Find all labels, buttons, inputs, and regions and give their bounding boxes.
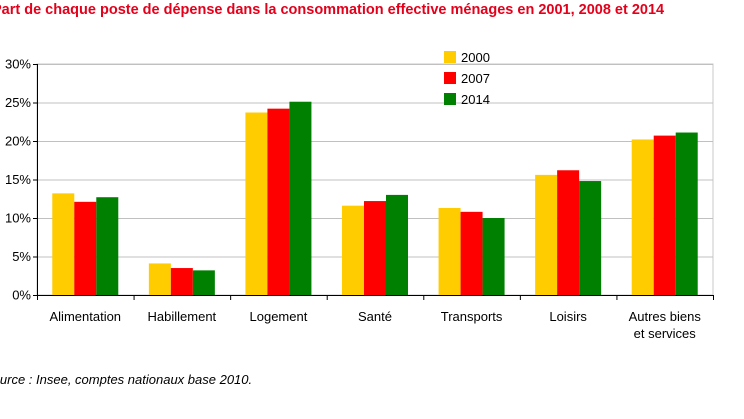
bar-2014-6 <box>675 132 698 295</box>
legend-swatch-2000 <box>444 51 456 63</box>
y-tick-label: 25% <box>5 95 31 110</box>
bar-2007-4 <box>460 211 483 295</box>
bar-2014-2 <box>289 101 312 295</box>
legend-label: 2007 <box>461 71 490 86</box>
bar-2000-4 <box>438 207 461 295</box>
bar-2007-5 <box>557 170 580 295</box>
bar-2014-4 <box>482 218 505 295</box>
legend-swatch-2007 <box>444 72 456 84</box>
x-tick-label: Transports <box>441 309 503 324</box>
bar-2014-3 <box>386 194 408 295</box>
bar-2000-2 <box>245 112 268 295</box>
y-tick-label: 10% <box>5 211 31 226</box>
y-tick-label: 0% <box>12 288 31 303</box>
y-tick-label: 20% <box>5 134 31 149</box>
x-tick-label: Logement <box>250 309 308 324</box>
bar-2000-0 <box>52 193 75 295</box>
legend-swatch-2014 <box>444 93 456 105</box>
x-tick-label: et services <box>634 326 697 341</box>
bar-2007-3 <box>364 201 386 295</box>
x-tick-label: Autres biens <box>629 309 702 324</box>
chart-title: Part de chaque poste de dépense dans la … <box>0 2 665 18</box>
bar-2007-1 <box>170 268 193 295</box>
bar-2014-1 <box>192 270 215 295</box>
bar-2007-0 <box>74 201 97 295</box>
y-tick-label: 5% <box>12 249 31 264</box>
x-tick-label: Habillement <box>148 309 217 324</box>
bar-2000-5 <box>535 174 558 295</box>
bar-2014-5 <box>579 181 602 295</box>
bar-2000-6 <box>631 139 654 295</box>
bar-2007-2 <box>267 108 290 295</box>
legend-label: 2000 <box>461 50 490 65</box>
bar-2000-1 <box>148 263 171 295</box>
x-tick-label: Santé <box>358 309 392 324</box>
bar-2000-3 <box>342 205 364 295</box>
bar-2007-6 <box>653 135 676 295</box>
source-note: Source : Insee, comptes nationaux base 2… <box>0 372 253 387</box>
y-tick-label: 30% <box>5 57 31 72</box>
bar-2014-0 <box>96 197 119 295</box>
x-tick-label: Loisirs <box>549 309 587 324</box>
y-tick-label: 15% <box>5 172 31 187</box>
legend-label: 2014 <box>461 92 490 107</box>
x-tick-label: Alimentation <box>50 309 122 324</box>
